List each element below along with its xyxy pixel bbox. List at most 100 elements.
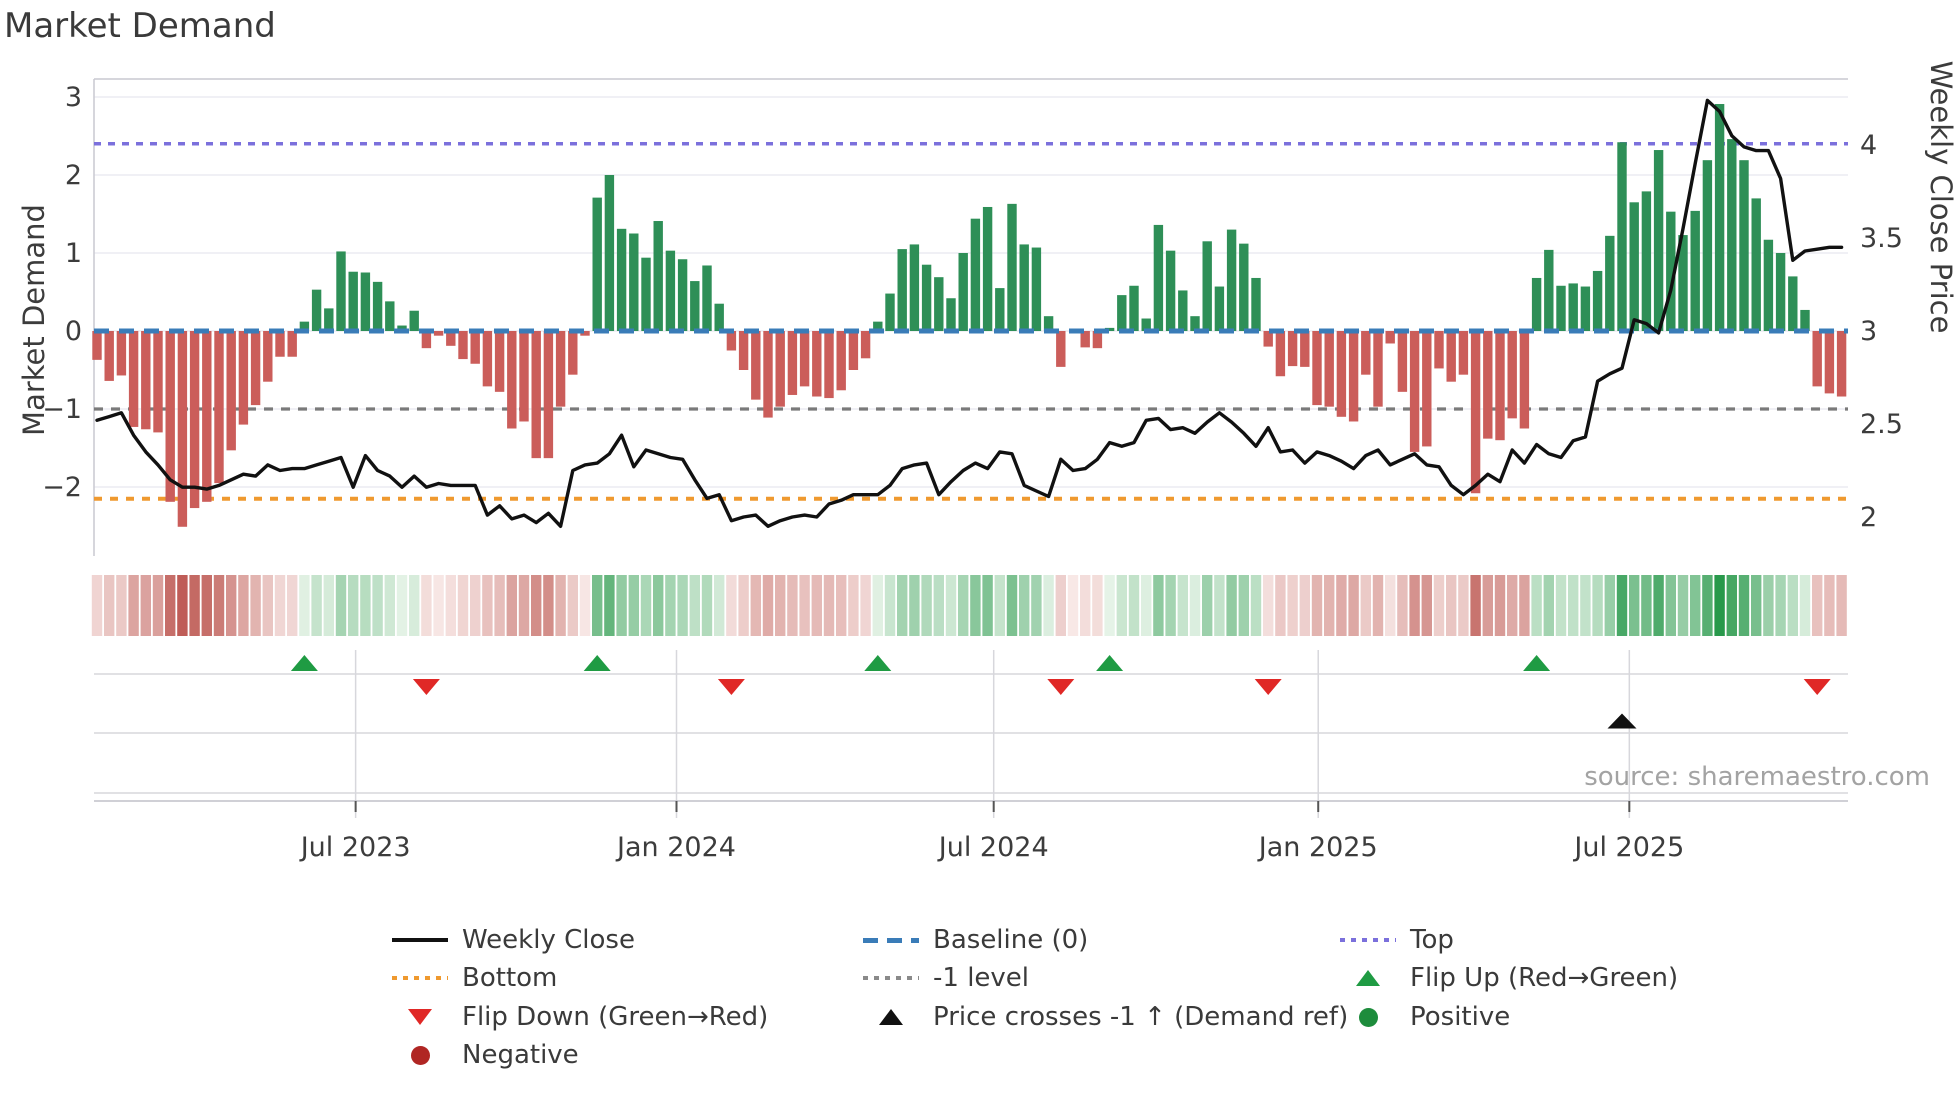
heatmap-cell <box>1214 575 1225 636</box>
demand-bar <box>1129 285 1139 331</box>
demand-bar <box>1727 139 1737 331</box>
demand-bar <box>787 331 798 395</box>
demand-bar <box>250 331 261 406</box>
heatmap-cell <box>750 575 761 636</box>
heatmap-cell <box>726 575 737 636</box>
flip-up-marker <box>290 655 318 671</box>
demand-price-chart: Jul 2023 Jan 2024 Jul 2024 Jan 2025 Jul 2025… <box>42 78 1903 863</box>
demand-bar <box>1544 249 1554 331</box>
legend-label: Negative <box>462 1040 579 1070</box>
demand-bar <box>202 331 212 502</box>
demand-bar <box>1446 331 1456 382</box>
demand-bar <box>1458 331 1469 375</box>
heatmap-cell <box>1555 575 1567 636</box>
demand-bar <box>372 281 383 331</box>
heatmap-cell <box>518 575 530 636</box>
demand-bar <box>482 331 493 387</box>
demand-bar <box>1056 331 1066 367</box>
heatmap-cell <box>1397 575 1408 636</box>
demand-bar <box>1287 331 1298 367</box>
tri-down-icon <box>408 1009 432 1025</box>
heatmap-cell <box>933 575 944 636</box>
demand-bar <box>1690 210 1700 331</box>
demand-bar <box>1653 150 1664 331</box>
heatmap-cell <box>1714 575 1725 636</box>
demand-bar <box>421 331 432 349</box>
heatmap-cell <box>1616 575 1628 636</box>
demand-bar <box>885 293 895 331</box>
demand-bar <box>1751 198 1761 331</box>
demand-bar <box>433 331 444 336</box>
heatmap-cell <box>1665 575 1676 636</box>
heatmap-cell <box>616 575 627 636</box>
heatmap-cell <box>884 575 896 636</box>
demand-bar <box>1483 331 1493 439</box>
demand-bar <box>360 272 371 331</box>
heatmap-cell <box>848 575 859 636</box>
heatmap-cell <box>1799 575 1811 636</box>
demand-bar <box>751 331 761 400</box>
circle-icon <box>410 1045 430 1065</box>
flip-down-marker <box>1047 679 1075 695</box>
demand-bar <box>970 218 981 331</box>
flip-up-marker <box>1523 655 1551 671</box>
demand-bar <box>1141 318 1151 331</box>
demand-bar <box>702 265 712 331</box>
demand-bar <box>1531 277 1542 331</box>
demand-bar <box>104 331 114 381</box>
heatmap-cell <box>1470 575 1481 636</box>
demand-bar <box>799 331 810 387</box>
heatmap-cell <box>445 575 456 636</box>
legend-tri-up-swatch <box>1340 970 1396 986</box>
line-icon <box>392 938 448 942</box>
demand-bar <box>897 249 907 331</box>
demand-bar <box>1385 331 1395 344</box>
demand-bar <box>568 331 578 375</box>
right-tick-label: 3.5 <box>1860 223 1903 254</box>
heatmap-cell <box>421 575 432 636</box>
heatmap-cell <box>1080 575 1091 636</box>
heatmap-cell <box>1433 575 1445 636</box>
heatmap-cell <box>1702 575 1713 636</box>
demand-bar <box>616 228 627 331</box>
demand-bar <box>738 331 749 370</box>
dotted-icon <box>1340 938 1396 942</box>
demand-bar <box>299 321 310 331</box>
tri-up-icon <box>879 1009 903 1025</box>
heatmap-cell <box>165 575 176 636</box>
legend-dotted-swatch <box>863 976 919 980</box>
demand-bar <box>1763 239 1774 331</box>
weekly-close-line <box>95 98 1844 528</box>
demand-bar <box>677 259 688 331</box>
heatmap-cell <box>1043 575 1054 636</box>
right-tick-label: 4 <box>1860 130 1877 161</box>
demand-bar <box>1739 160 1749 331</box>
heatmap-cell <box>360 575 371 636</box>
demand-bar <box>531 331 541 459</box>
demand-bar <box>860 331 871 359</box>
demand-bar <box>665 250 676 331</box>
heatmap-cell <box>1141 575 1152 636</box>
demand-bar <box>141 331 151 430</box>
heatmap-cell <box>811 575 822 636</box>
demand-bar <box>958 253 968 331</box>
demand-bar <box>1190 316 1200 331</box>
heatmap-cell <box>274 575 286 636</box>
source-attribution: source: sharemaestro.com <box>1584 762 1930 792</box>
heatmap-cell <box>1446 575 1457 636</box>
demand-bar <box>604 175 615 331</box>
legend-label: Weekly Close <box>462 925 635 955</box>
heatmap-cell <box>982 575 993 636</box>
demand-bar <box>1556 285 1566 331</box>
demand-bar <box>555 331 566 407</box>
demand-bar <box>641 257 651 331</box>
heatmap-cell <box>665 575 676 636</box>
demand-bar <box>1336 331 1347 417</box>
heatmap-cell <box>1641 575 1652 636</box>
heatmap-cell <box>104 575 115 636</box>
demand-bar <box>336 251 346 331</box>
x-tick-label: Jul 2024 <box>937 832 1049 863</box>
demand-bar <box>238 331 249 425</box>
heatmap-cell <box>1153 575 1164 636</box>
heatmap-cell <box>1604 575 1615 636</box>
